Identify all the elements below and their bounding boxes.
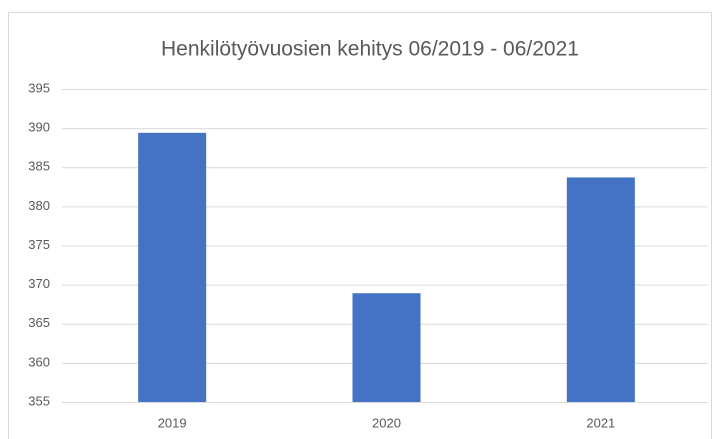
bar [352,293,421,402]
y-tick-label: 375 [28,237,50,252]
x-tick-label: 2019 [158,415,187,430]
y-tick-label: 385 [28,159,50,174]
chart-title: Henkilötyövuosien kehitys 06/2019 - 06/2… [161,38,579,61]
bar [138,132,207,402]
y-tick-label: 370 [28,276,50,291]
y-tick-label: 395 [28,80,50,95]
y-tick-label: 390 [28,120,50,135]
x-tick-label: 2021 [586,415,615,430]
y-tick-label: 380 [28,198,50,213]
y-tick-label: 360 [28,354,50,369]
bar [566,177,635,402]
x-tick-label: 2020 [372,415,401,430]
y-tick-label: 355 [28,393,50,408]
y-tick-label: 365 [28,315,50,330]
